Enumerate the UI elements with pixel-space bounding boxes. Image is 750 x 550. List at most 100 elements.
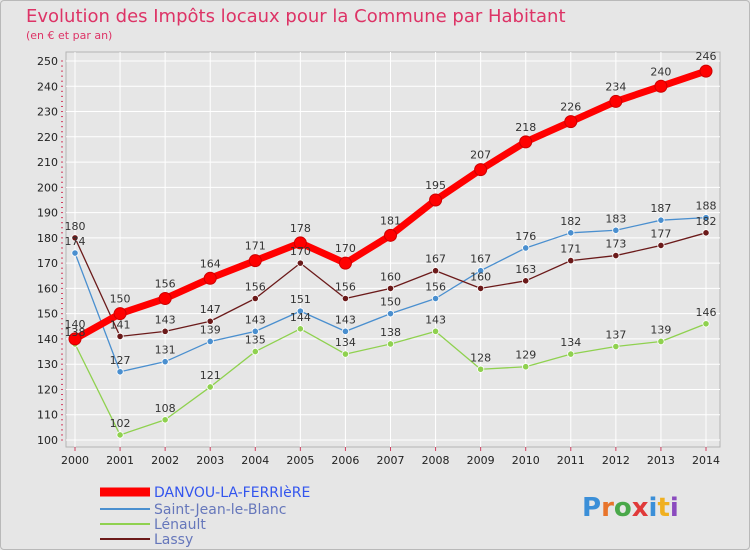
axes: 100 110 120 130 140 150 160 170 180 190 200 210 220 2… — [37, 55, 720, 467]
data-point — [71, 234, 79, 242]
x-tick-label: 2002 — [151, 454, 179, 467]
data-label: 131 — [155, 344, 176, 357]
x-tick-label: 2012 — [602, 454, 630, 467]
data-point — [612, 342, 620, 351]
data-point — [567, 350, 575, 358]
data-point — [699, 64, 713, 78]
data-point — [158, 292, 172, 306]
legend: DANVOU-LA-FERRIèRESaint-Jean-le-BlancLén… — [100, 485, 310, 548]
data-point — [386, 310, 395, 318]
data-point — [206, 383, 214, 391]
data-label: 108 — [155, 402, 176, 415]
data-label: 128 — [470, 351, 491, 364]
data-label: 143 — [155, 313, 176, 326]
data-label: 207 — [470, 149, 491, 162]
data-point — [341, 327, 350, 335]
data-label: 143 — [335, 313, 356, 326]
data-point — [522, 244, 530, 252]
data-label: 139 — [650, 323, 671, 336]
proxiti-logo: Proxiti — [582, 493, 679, 523]
data-label: 240 — [650, 65, 671, 78]
data-point — [251, 347, 259, 356]
x-tick-label: 2014 — [692, 454, 720, 467]
x-tick-label: 2006 — [331, 454, 359, 467]
data-label: 177 — [650, 227, 671, 240]
data-label: 226 — [560, 101, 581, 114]
data-point — [429, 193, 443, 207]
data-label: 170 — [290, 245, 311, 258]
data-label: 156 — [335, 281, 356, 294]
data-point — [71, 249, 79, 257]
legend-label: Lénault — [154, 517, 206, 533]
data-point — [293, 236, 307, 250]
data-label: 167 — [425, 253, 446, 266]
data-point — [386, 284, 395, 292]
data-point — [654, 79, 668, 93]
data-point — [341, 350, 350, 358]
data-point — [296, 259, 304, 267]
data-point — [431, 327, 440, 335]
data-label: 102 — [110, 417, 131, 430]
y-tick-label: 200 — [37, 181, 58, 194]
data-point — [657, 337, 665, 346]
data-point — [68, 332, 82, 346]
data-point — [116, 332, 124, 341]
data-label: 218 — [515, 121, 536, 134]
data-label: 127 — [110, 354, 131, 367]
data-label: 121 — [200, 369, 221, 382]
data-point — [474, 163, 488, 177]
data-label: 138 — [380, 326, 401, 339]
data-point — [384, 228, 397, 242]
y-tick-label: 220 — [37, 131, 58, 144]
chart-title: Evolution des Impôts locaux pour la Comm… — [26, 6, 566, 27]
data-label: 143 — [425, 313, 446, 326]
x-tick-label: 2011 — [557, 454, 585, 467]
data-point — [522, 363, 530, 371]
data-label: 156 — [245, 281, 266, 294]
plot-area — [65, 51, 721, 448]
data-point — [612, 226, 620, 234]
data-point — [116, 368, 124, 376]
data-point — [477, 284, 485, 292]
svg-text:Proxiti: Proxiti — [582, 493, 679, 523]
data-label: 160 — [470, 270, 491, 283]
grid — [66, 52, 720, 447]
data-point — [477, 365, 485, 373]
x-tick-label: 2013 — [647, 454, 675, 467]
data-point — [248, 254, 262, 268]
data-label: 170 — [335, 242, 356, 255]
data-point — [567, 257, 575, 265]
y-tick-label: 140 — [37, 333, 58, 346]
data-label: 180 — [65, 220, 86, 233]
data-label: 183 — [605, 212, 626, 225]
data-point — [519, 135, 533, 149]
data-label: 171 — [560, 243, 581, 256]
y-tick-label: 240 — [37, 80, 58, 93]
data-label: 173 — [605, 238, 626, 251]
data-point — [657, 241, 665, 250]
x-tick-label: 2005 — [286, 454, 314, 467]
series-layer — [68, 64, 713, 439]
data-label: 171 — [245, 240, 266, 253]
data-label: 135 — [245, 334, 266, 347]
data-label: 137 — [605, 329, 626, 342]
x-tick-label: 2000 — [61, 454, 89, 467]
data-point — [657, 216, 665, 224]
y-tick-label: 210 — [37, 156, 58, 169]
data-label: 176 — [515, 230, 536, 243]
y-tick-label: 170 — [37, 257, 58, 270]
data-label: 188 — [696, 200, 717, 213]
x-tick-label: 2001 — [106, 454, 134, 467]
data-point — [113, 307, 127, 321]
data-point — [296, 307, 304, 315]
chart-subtitle: (en € et par an) — [26, 29, 112, 42]
y-tick-label: 230 — [37, 106, 58, 119]
data-point — [522, 277, 530, 285]
data-label: 182 — [696, 215, 717, 228]
legend-label: Lassy — [154, 532, 193, 548]
data-label: 178 — [290, 222, 311, 235]
data-point — [251, 327, 259, 335]
data-point — [567, 229, 575, 237]
y-tick-label: 110 — [37, 409, 58, 422]
